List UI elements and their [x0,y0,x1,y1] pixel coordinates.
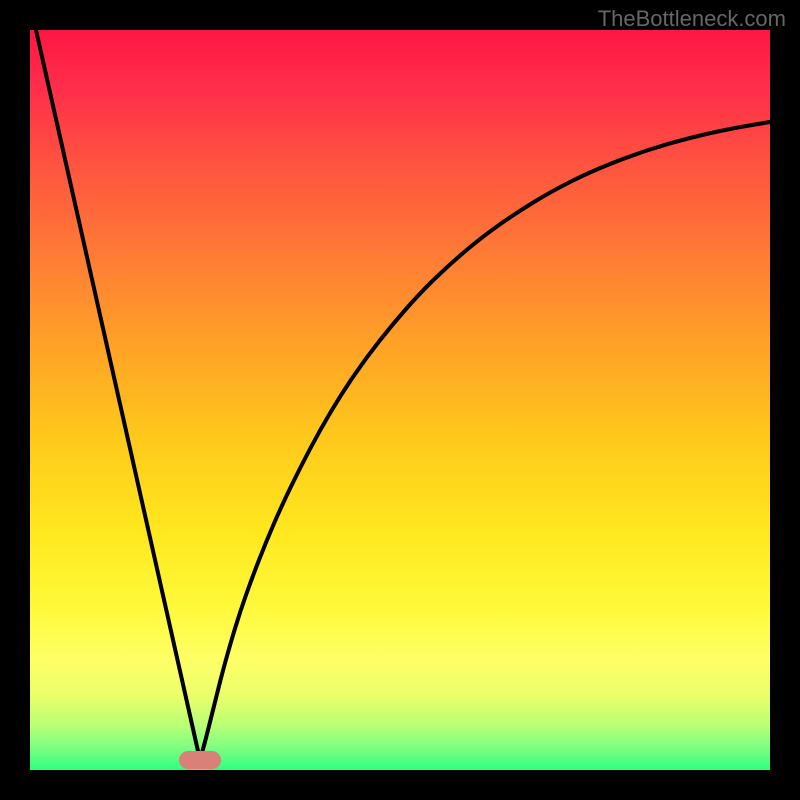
optimal-point-marker [179,751,221,769]
chart-container: TheBottleneck.com [0,0,800,800]
watermark-text: TheBottleneck.com [598,6,786,32]
plot-area [30,30,770,770]
bottleneck-curve [30,30,770,770]
